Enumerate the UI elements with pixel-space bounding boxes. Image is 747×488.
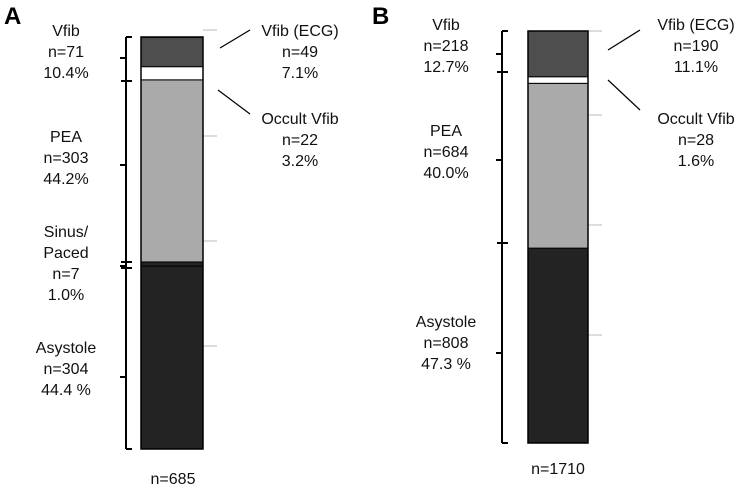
panel-a-right-label-occult: Occult Vfib n=22 3.2% xyxy=(261,111,338,170)
panel-b-label: B xyxy=(372,3,389,30)
panel-a-bar-outline xyxy=(140,36,204,450)
panel-b-left-label-line: n=684 xyxy=(424,144,469,161)
panel-a-left-label-line: n=71 xyxy=(48,44,84,61)
panel-a-left-label-line: 44.4 % xyxy=(41,382,91,399)
panel-b-left-label-line: 12.7% xyxy=(423,59,468,76)
panel-a-left-label-line: n=303 xyxy=(44,150,89,167)
panel-b-pointer-vfib_ecg xyxy=(607,29,641,51)
panel-b-bar-outline xyxy=(527,30,589,444)
panel-b-bar-segment-asystole xyxy=(527,247,589,444)
panel-b-left-label-line: 40.0% xyxy=(423,165,468,182)
panel-a-right-label-line: Vfib (ECG) xyxy=(261,23,338,40)
panel-b: B n=1710 Vfib n=218 12.7% PEA n=684 40.0% Asys… xyxy=(372,3,735,478)
panel-a-right-label-line: 7.1% xyxy=(282,65,318,82)
panel-b-right-label-line: 11.1% xyxy=(674,59,718,76)
panel-b-left-label-line: PEA xyxy=(430,123,462,140)
panel-a-bar-segment-sinus xyxy=(140,261,204,267)
panel-b-left-label-asystole: Asystole n=808 47.3 % xyxy=(416,314,477,373)
panel-a-bar-segment-asystole xyxy=(140,265,204,450)
panel-a-left-label-line: PEA xyxy=(50,129,82,146)
panel-a-label: A xyxy=(4,3,21,30)
panel-b-total-label: n=1710 xyxy=(531,461,585,478)
panel-a-pointer-occult xyxy=(217,89,251,115)
panel-a-right-label-line: 3.2% xyxy=(282,153,318,170)
panel-b-left-label-line: Vfib xyxy=(432,17,460,34)
panel-a-left-label-line: Asystole xyxy=(36,340,97,357)
panel-a-left-label-line: Paced xyxy=(43,245,88,262)
panel-a-bar-segment-pea xyxy=(140,79,204,263)
panel-a-right-label-line: n=49 xyxy=(282,44,318,61)
panel-a-right-label-vfib_ecg: Vfib (ECG) n=49 7.1% xyxy=(261,23,338,82)
panel-a-right-label-line: Occult Vfib xyxy=(261,111,338,128)
panel-a: A n=685 Vfib n=71 10.4% PEA n=303 44.2% Sinus/… xyxy=(4,3,339,488)
panel-b-right-label-line: n=190 xyxy=(674,38,719,55)
panel-a-left-label-sinus: Sinus/Paced n=7 1.0% xyxy=(43,224,88,304)
panel-a-total-label: n=685 xyxy=(151,471,196,488)
panel-b-right-label-vfib_ecg: Vfib (ECG) n=190 11.1% xyxy=(657,17,734,76)
panel-a-left-label-vfib: Vfib n=71 10.4% xyxy=(43,23,88,82)
panel-a-bar-segment-vfib_ecg xyxy=(140,36,204,68)
panel-a-left-label-line: Vfib xyxy=(52,23,80,40)
panel-a-left-label-line: Sinus/ xyxy=(44,224,89,241)
panel-b-left-label-line: Asystole xyxy=(416,314,477,331)
panel-a-left-label-line: 44.2% xyxy=(43,171,88,188)
panel-b-pointer-occult xyxy=(607,79,641,111)
panel-b-left-label-vfib: Vfib n=218 12.7% xyxy=(423,17,468,76)
panel-b-right-label-line: Occult Vfib xyxy=(657,111,734,128)
panel-b-right-label-line: 1.6% xyxy=(678,153,714,170)
panel-a-bar-segment-occult xyxy=(140,66,204,81)
panel-a-left-label-line: n=304 xyxy=(44,361,89,378)
panel-b-left-label-line: 47.3 % xyxy=(421,356,471,373)
panel-b-left-label-line: n=808 xyxy=(424,335,469,352)
panel-a-pointer-vfib_ecg xyxy=(219,29,251,49)
panel-b-right-label-line: Vfib (ECG) xyxy=(657,17,734,34)
panel-b-bar-segment-vfib_ecg xyxy=(527,30,589,78)
panel-a-left-label-line: n=7 xyxy=(52,266,79,283)
panel-a-left-label-line: 1.0% xyxy=(48,287,84,304)
panel-b-left-label-pea: PEA n=684 40.0% xyxy=(423,123,468,182)
panel-a-left-label-line: 10.4% xyxy=(43,65,88,82)
panel-a-right-label-line: n=22 xyxy=(282,132,318,149)
panel-b-left-label-line: n=218 xyxy=(424,38,469,55)
panel-a-left-label-asystole: Asystole n=304 44.4 % xyxy=(36,340,97,399)
panel-b-right-label-line: n=28 xyxy=(678,132,714,149)
panel-a-left-label-pea: PEA n=303 44.2% xyxy=(43,129,88,188)
panel-b-bar-segment-occult xyxy=(527,76,589,84)
panel-b-right-label-occult: Occult Vfib n=28 1.6% xyxy=(657,111,734,170)
panel-b-bar-segment-pea xyxy=(527,82,589,249)
